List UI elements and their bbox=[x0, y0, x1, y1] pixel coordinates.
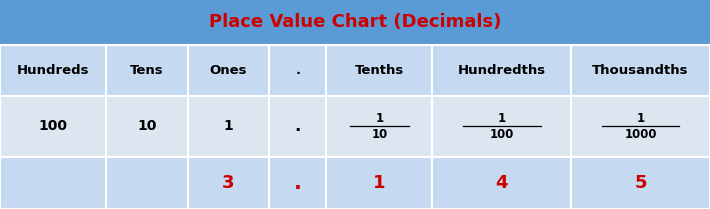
Text: Hundredths: Hundredths bbox=[458, 64, 546, 77]
Text: 1: 1 bbox=[498, 112, 506, 125]
Text: Thousandths: Thousandths bbox=[592, 64, 689, 77]
Text: 10: 10 bbox=[137, 120, 156, 133]
Text: 3: 3 bbox=[222, 174, 234, 192]
Bar bbox=[0, 157, 106, 209]
Text: 5: 5 bbox=[634, 174, 647, 192]
Text: Ones: Ones bbox=[209, 64, 247, 77]
Bar bbox=[106, 157, 187, 209]
Text: 1: 1 bbox=[637, 112, 645, 125]
Bar bbox=[432, 45, 571, 96]
Text: Hundreds: Hundreds bbox=[17, 64, 89, 77]
Text: 1: 1 bbox=[373, 174, 386, 192]
Bar bbox=[269, 45, 327, 96]
Bar bbox=[106, 45, 187, 96]
Bar bbox=[327, 45, 432, 96]
Bar bbox=[327, 157, 432, 209]
Bar bbox=[432, 157, 571, 209]
Text: 10: 10 bbox=[371, 128, 388, 141]
Text: .: . bbox=[295, 64, 300, 77]
Text: Place Value Chart (Decimals): Place Value Chart (Decimals) bbox=[209, 13, 501, 32]
Bar bbox=[187, 157, 269, 209]
Bar bbox=[269, 96, 327, 157]
Bar bbox=[571, 157, 710, 209]
Text: .: . bbox=[295, 117, 301, 135]
Bar bbox=[571, 45, 710, 96]
Text: 1: 1 bbox=[224, 120, 234, 133]
Bar bbox=[571, 96, 710, 157]
Text: 4: 4 bbox=[496, 174, 508, 192]
Bar bbox=[0, 0, 710, 45]
Text: 1: 1 bbox=[376, 112, 383, 125]
Text: Tens: Tens bbox=[130, 64, 163, 77]
Text: 100: 100 bbox=[38, 120, 67, 133]
Bar bbox=[187, 45, 269, 96]
Bar bbox=[269, 157, 327, 209]
Text: .: . bbox=[294, 173, 302, 193]
Bar bbox=[106, 96, 187, 157]
Bar bbox=[0, 96, 106, 157]
Bar bbox=[327, 96, 432, 157]
Text: 100: 100 bbox=[490, 128, 514, 141]
Text: Tenths: Tenths bbox=[355, 64, 404, 77]
Bar bbox=[0, 45, 106, 96]
Bar bbox=[432, 96, 571, 157]
Text: 1000: 1000 bbox=[624, 128, 657, 141]
Bar bbox=[187, 96, 269, 157]
